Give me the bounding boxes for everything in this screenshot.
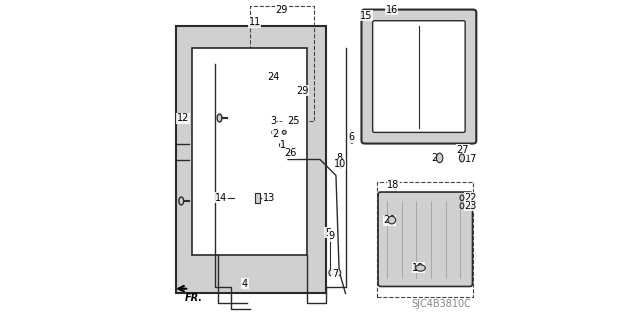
Ellipse shape [460, 154, 465, 162]
Text: 17: 17 [465, 154, 477, 165]
Text: 12: 12 [177, 113, 189, 123]
Ellipse shape [436, 153, 443, 163]
FancyBboxPatch shape [378, 192, 472, 286]
Ellipse shape [329, 270, 333, 276]
Text: FR.: FR. [184, 293, 202, 303]
Circle shape [272, 130, 276, 134]
Ellipse shape [460, 195, 464, 201]
Text: 29: 29 [296, 86, 308, 96]
Text: 5: 5 [325, 228, 331, 238]
Ellipse shape [336, 270, 340, 276]
Text: 10: 10 [333, 159, 346, 169]
Ellipse shape [179, 197, 184, 205]
Ellipse shape [288, 150, 292, 156]
Text: 6: 6 [349, 132, 355, 142]
Circle shape [280, 143, 284, 147]
Bar [378, 182, 473, 297]
Text: 20: 20 [383, 215, 396, 225]
Text: 23: 23 [465, 201, 477, 211]
Text: 16: 16 [386, 4, 398, 15]
Text: 13: 13 [263, 193, 275, 203]
Ellipse shape [217, 114, 222, 122]
Text: 14: 14 [215, 193, 227, 203]
FancyBboxPatch shape [362, 10, 476, 144]
Text: 26: 26 [284, 148, 297, 158]
Ellipse shape [339, 157, 342, 162]
Text: 7: 7 [332, 269, 338, 279]
Text: 21: 21 [431, 153, 444, 163]
Circle shape [282, 130, 286, 134]
Text: 3: 3 [271, 116, 277, 126]
Text: 25: 25 [287, 116, 300, 126]
Text: 8: 8 [336, 153, 342, 163]
Text: 4: 4 [242, 279, 248, 289]
FancyBboxPatch shape [372, 21, 465, 132]
Text: 11: 11 [248, 17, 260, 27]
Text: 2: 2 [272, 129, 278, 139]
Ellipse shape [339, 163, 342, 168]
Text: 19: 19 [412, 263, 424, 273]
Text: 22: 22 [464, 193, 477, 203]
Polygon shape [193, 48, 307, 255]
Ellipse shape [350, 137, 354, 143]
Bar [250, 6, 314, 121]
Text: 18: 18 [387, 180, 399, 190]
Ellipse shape [291, 119, 294, 124]
Ellipse shape [460, 203, 464, 209]
Circle shape [388, 216, 396, 224]
Ellipse shape [416, 265, 425, 271]
Text: SJC4B3810C: SJC4B3810C [412, 300, 472, 309]
Polygon shape [177, 26, 326, 293]
Text: 29: 29 [276, 4, 288, 15]
Text: 24: 24 [268, 71, 280, 82]
Text: 1: 1 [280, 140, 286, 150]
Text: 9: 9 [328, 231, 334, 241]
Bar [255, 193, 260, 203]
Text: 15: 15 [360, 11, 372, 21]
Text: 27: 27 [457, 145, 469, 155]
